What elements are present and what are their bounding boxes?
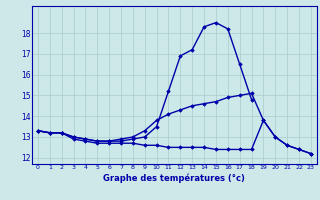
X-axis label: Graphe des températures (°c): Graphe des températures (°c) bbox=[103, 173, 245, 183]
